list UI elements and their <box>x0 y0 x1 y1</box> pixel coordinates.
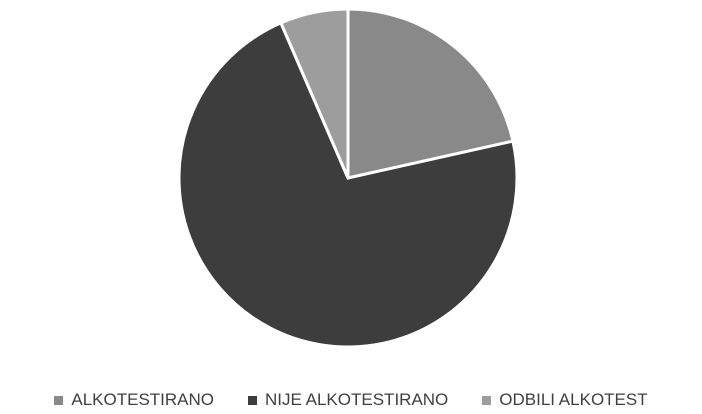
pie-slice-odbili-alkotest <box>278 7 350 179</box>
legend-label-alkotestirano: ALKOTESTIRANO <box>71 390 215 409</box>
legend-swatch-nije-alkotestirano <box>248 395 258 405</box>
legend-label-odbili-alkotest: ODBILI ALKOTEST <box>499 390 648 409</box>
legend-item-odbili-alkotest: ODBILI ALKOTEST <box>482 390 648 410</box>
legend-item-nije-alkotestirano: NIJE ALKOTESTIRANO <box>248 390 448 410</box>
legend-swatch-alkotestirano <box>54 395 64 405</box>
legend-label-nije-alkotestirano: NIJE ALKOTESTIRANO <box>265 390 449 409</box>
legend-item-alkotestirano: ALKOTESTIRANO <box>54 390 214 410</box>
pie-slice-nije-alkotestirano <box>177 20 519 349</box>
pie-chart <box>177 7 519 349</box>
pie-slice-alkotestirano <box>346 7 515 180</box>
legend-swatch-odbili-alkotest <box>482 395 492 405</box>
chart-legend: ALKOTESTIRANO NIJE ALKOTESTIRANO ODBILI … <box>0 388 702 412</box>
